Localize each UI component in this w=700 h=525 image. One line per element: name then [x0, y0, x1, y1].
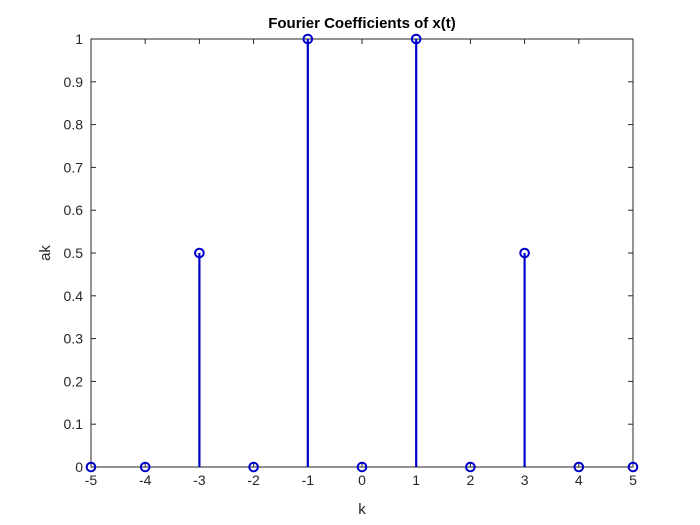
x-tick-label: -5: [85, 472, 98, 488]
x-tick-label: 5: [629, 472, 637, 488]
axes-box: [90, 38, 634, 468]
x-tick-label: 2: [467, 472, 475, 488]
y-tick-label: 0.5: [64, 245, 84, 261]
stem-marker: [410, 33, 422, 45]
x-axis-label: k: [358, 501, 366, 518]
x-tick-label: 4: [575, 472, 583, 488]
x-tick-label: 3: [521, 472, 529, 488]
y-tick-label: 0.9: [64, 74, 84, 90]
x-tick-label: 1: [412, 472, 420, 488]
stem-marker: [356, 461, 368, 473]
stem-marker: [465, 461, 476, 473]
y-tick-label: 0: [75, 459, 83, 475]
stem-marker: [519, 247, 530, 259]
x-tick-label: -2: [247, 472, 260, 488]
y-tick-label: 0.4: [64, 288, 84, 304]
stem-marker: [248, 461, 259, 473]
stem-marker: [627, 461, 639, 473]
y-axis-label: ak: [37, 245, 54, 261]
y-tick-label: 0.8: [64, 117, 84, 133]
y-tick-label: 0.7: [64, 159, 84, 175]
y-tick-label: 0.3: [64, 331, 84, 347]
y-tick-label: 0.6: [64, 202, 84, 218]
stem-marker: [573, 461, 585, 473]
stem-marker: [139, 461, 151, 473]
y-tick-label: 1: [75, 31, 83, 47]
stem-marker: [302, 33, 314, 45]
chart-title: Fourier Coefficients of x(t): [268, 15, 456, 32]
y-tick-label: 0.2: [64, 373, 84, 389]
stem-marker: [194, 247, 205, 259]
plot-area: -5 -4 -3 -2 -1 0 1 2 3 4 5 0 0.1 0.2 0.3 0.4 0.5 0.6 0.7 0.…: [64, 31, 639, 488]
y-tick-label: 0.1: [64, 416, 84, 432]
x-tick-label: -1: [302, 472, 315, 488]
stem-marker: [85, 461, 97, 473]
x-tick-label: -4: [139, 472, 152, 488]
x-tick-label: -3: [193, 472, 206, 488]
x-tick-label: 0: [358, 472, 366, 488]
